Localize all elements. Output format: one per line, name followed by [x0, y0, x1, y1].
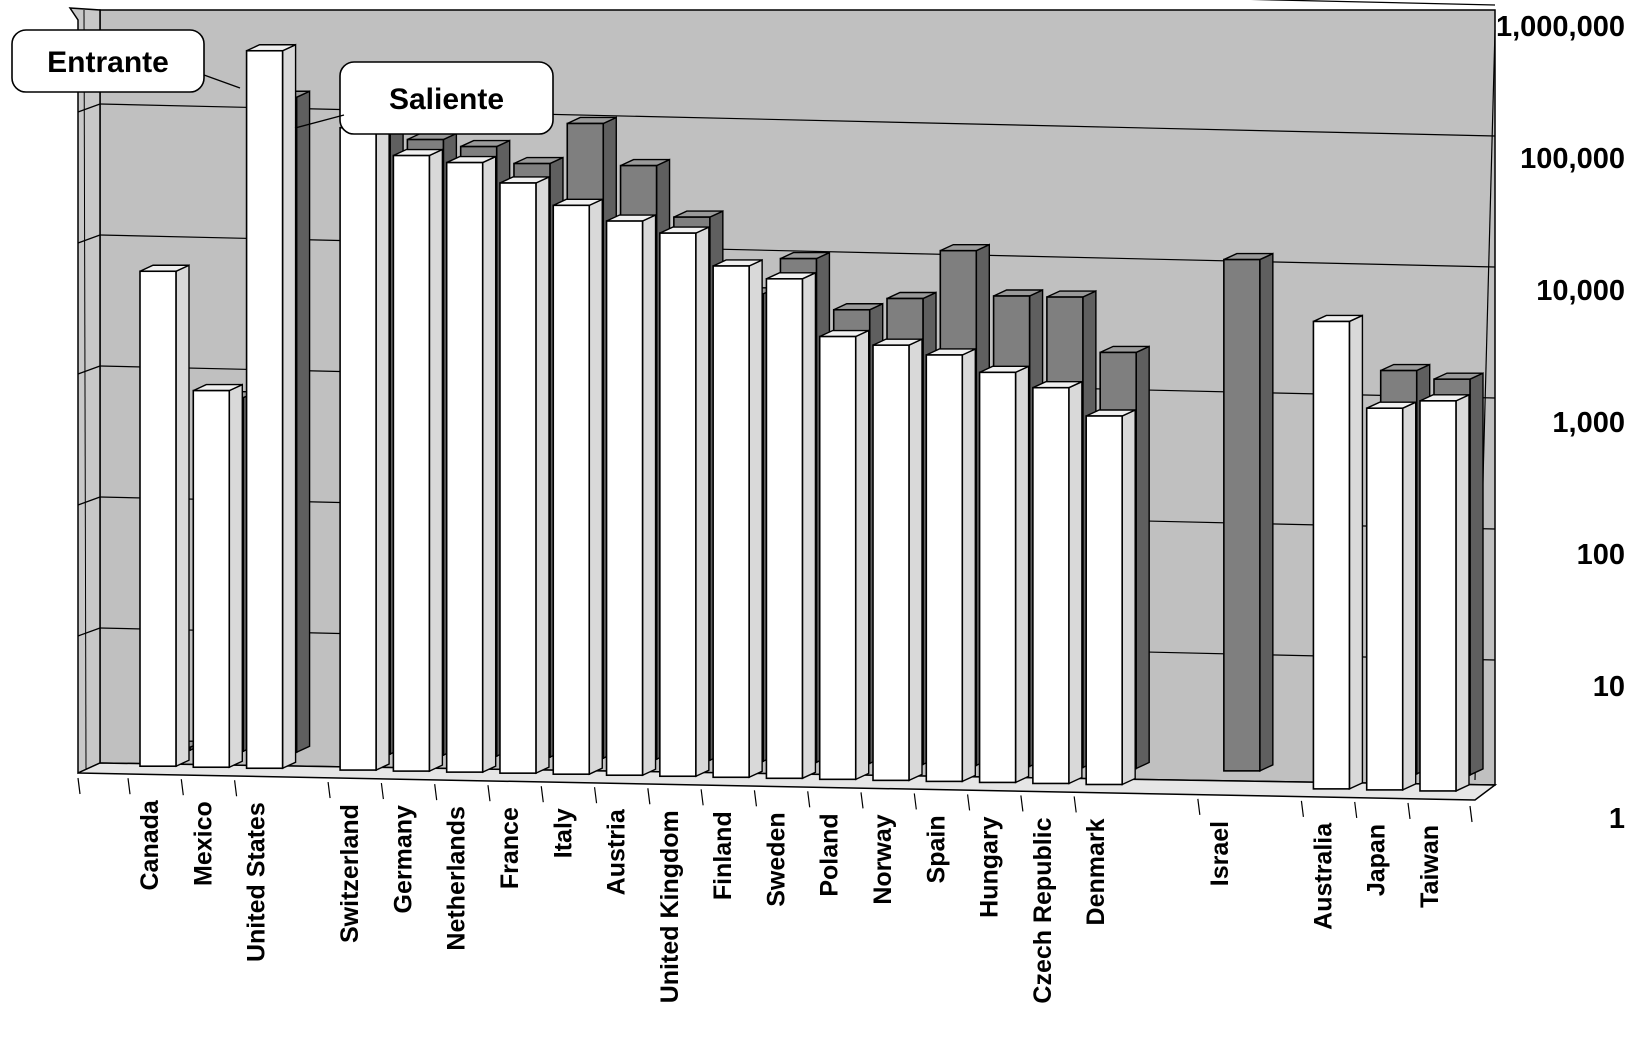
bar-entrante-7 — [552, 198, 603, 776]
bar-entrante-5 — [445, 155, 497, 774]
bar-entrante-8 — [605, 213, 657, 777]
gridline-side — [77, 365, 101, 375]
x-tick — [1407, 802, 1411, 820]
y-tick-label: 1 — [1609, 803, 1625, 835]
category-label: Taiwan — [1416, 825, 1444, 908]
bar-entrante-21 — [1419, 393, 1470, 793]
x-tick — [1300, 800, 1305, 817]
x-tick — [77, 777, 81, 795]
category-label: Italy — [549, 808, 577, 858]
y-tick-label: 1,000 — [1552, 407, 1625, 439]
category-label: Spain — [922, 815, 950, 883]
x-tick — [1469, 805, 1473, 823]
gridline — [99, 103, 1496, 137]
x-tick — [327, 781, 331, 799]
x-tick — [1354, 801, 1358, 818]
side-wall-edge — [83, 9, 87, 771]
callout-saliente: Saliente — [294, 61, 554, 135]
x-tick — [593, 787, 598, 804]
bar-entrante-14 — [925, 347, 977, 783]
y-tick-label: 100 — [1577, 539, 1625, 571]
category-label: Israel — [1206, 821, 1234, 886]
category-label: Norway — [869, 814, 897, 904]
category-label: United Kingdom — [656, 810, 684, 1003]
category-label: Germany — [389, 805, 417, 913]
bar-entrante-9 — [659, 226, 710, 778]
category-label: United States — [243, 802, 271, 962]
category-label: Poland — [816, 813, 844, 896]
x-tick — [1073, 796, 1077, 813]
x-tick — [700, 789, 704, 806]
floor — [77, 762, 1498, 801]
bar-entrante-3 — [339, 120, 390, 772]
category-label: Netherlands — [443, 806, 471, 950]
category-label: Hungary — [976, 816, 1004, 918]
bar-entrante-12 — [818, 329, 870, 781]
bar-entrante-2 — [245, 43, 297, 770]
x-tick — [860, 792, 864, 809]
x-tick — [127, 778, 131, 795]
x-tick — [913, 793, 917, 810]
y-tick-label: 10 — [1593, 671, 1625, 703]
callout-label: Entrante — [47, 46, 169, 79]
category-label: Sweden — [762, 812, 790, 906]
category-label: Japan — [1363, 824, 1391, 896]
gridline-side — [77, 103, 101, 113]
category-label: Mexico — [189, 801, 217, 886]
bar-entrante-10 — [712, 258, 763, 779]
bar-entrante-15 — [978, 365, 1030, 784]
bar-entrante-0 — [139, 264, 190, 768]
x-tick — [487, 785, 491, 802]
category-label: Czech Republic — [1029, 817, 1057, 1003]
bar-entrante-16 — [1032, 380, 1083, 785]
gridline — [1250, 0, 1496, 6]
x-tick — [434, 784, 438, 801]
gridline-side — [77, 496, 101, 506]
x-tick — [647, 788, 651, 805]
x-tick — [807, 791, 811, 808]
chart-bars — [139, 43, 1484, 793]
bar-entrante-1 — [192, 383, 243, 769]
callout-entrante: Entrante — [11, 29, 241, 93]
x-tick — [753, 790, 758, 807]
x-tick — [380, 783, 384, 800]
x-tick — [540, 786, 544, 803]
bar-entrante-19 — [1312, 314, 1364, 790]
x-tick — [233, 780, 238, 797]
y-axis-tick-labels: 1 10 100 1,000 10,000 100,000 1,000,000 — [1496, 11, 1625, 835]
x-tick — [966, 794, 971, 811]
y-tick-label: 1,000,000 — [1496, 11, 1625, 43]
bar-entrante-4 — [392, 148, 444, 773]
gridline-side — [77, 627, 101, 637]
category-label: Canada — [136, 799, 164, 890]
category-label: Austria — [603, 808, 631, 895]
y-tick-label: 100,000 — [1520, 143, 1625, 175]
bar-saliente-18 — [1223, 252, 1274, 772]
bar-entrante-6 — [499, 175, 550, 775]
callout-label: Saliente — [389, 83, 504, 116]
bar-entrante-13 — [872, 338, 923, 782]
category-label: Australia — [1309, 822, 1337, 930]
bar-entrante-20 — [1365, 401, 1417, 792]
y-tick-label: 10,000 — [1536, 275, 1625, 307]
category-label: Finland — [709, 811, 737, 900]
gridline-side — [77, 234, 101, 244]
series-callouts: Entrante Saliente — [11, 29, 554, 135]
category-label: France — [496, 807, 524, 889]
x-tick — [180, 779, 184, 796]
bar-entrante-11 — [765, 271, 817, 780]
category-label: Switzerland — [336, 804, 364, 943]
x-axis-category-labels: Canada Mexico United States Switzerland Germ… — [77, 777, 1473, 1004]
x-tick — [1197, 798, 1201, 815]
bar-entrante-17 — [1085, 408, 1136, 786]
category-label: Denmark — [1082, 818, 1110, 925]
x-tick — [1020, 795, 1024, 812]
